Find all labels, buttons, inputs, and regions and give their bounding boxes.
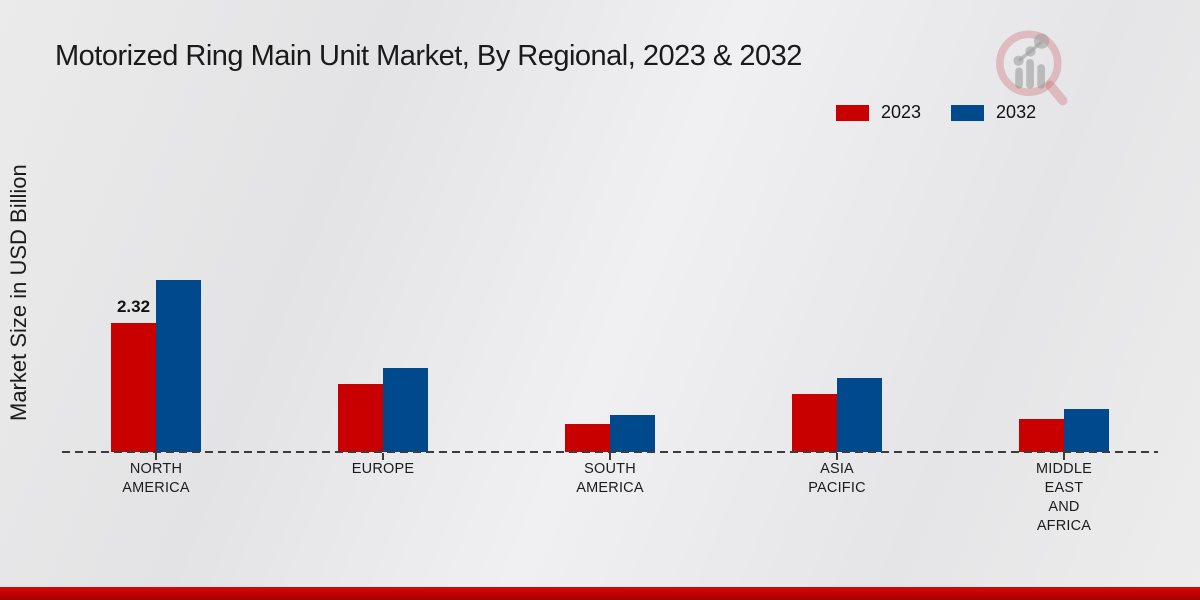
x-axis-tick-middle-east-and-africa [1063, 453, 1065, 460]
bar-2032-middle-east-and-africa [1064, 409, 1109, 452]
legend-label-2023: 2023 [881, 102, 922, 122]
x-axis-tick-south-america [609, 453, 611, 460]
bar-2023-middle-east-and-africa [1019, 419, 1064, 452]
magnifier-bar-chart-logo-icon [996, 30, 1068, 106]
bottom-accent-band [0, 587, 1200, 600]
bar-2032-south-america [610, 415, 655, 452]
bar-2032-asia-pacific [837, 378, 882, 452]
x-axis-baseline [62, 451, 1158, 453]
bar-2023-europe [338, 384, 383, 452]
category-label-europe: EUROPE [351, 461, 415, 477]
legend-label-2032: 2032 [996, 102, 1037, 122]
legend-item-2032: 2032 [951, 102, 1036, 123]
category-label-north-america: NORTH AMERICA [122, 461, 190, 496]
legend-swatch-2023 [836, 104, 869, 121]
x-axis-tick-north-america [155, 453, 157, 460]
bar-2023-south-america [565, 424, 610, 452]
bar-2023-asia-pacific [792, 394, 837, 452]
x-axis-tick-asia-pacific [836, 453, 838, 460]
bar-2032-europe [383, 368, 428, 452]
category-label-asia-pacific: ASIA PACIFIC [808, 461, 866, 496]
category-label-middle-east-and-africa: MIDDLE EAST AND AFRICA [1036, 461, 1092, 534]
bar-2023-north-america [111, 323, 156, 452]
legend-swatch-2032 [951, 104, 985, 121]
legend: 2023 2032 [836, 102, 1036, 123]
legend-item-2023: 2023 [836, 102, 921, 123]
page-title: Motorized Ring Main Unit Market, By Regi… [55, 40, 802, 72]
category-label-south-america: SOUTH AMERICA [576, 461, 644, 496]
x-axis-tick-europe [382, 453, 384, 460]
bar-2032-north-america [156, 280, 201, 452]
value-label-2023-north-america: 2.32 [116, 297, 151, 316]
